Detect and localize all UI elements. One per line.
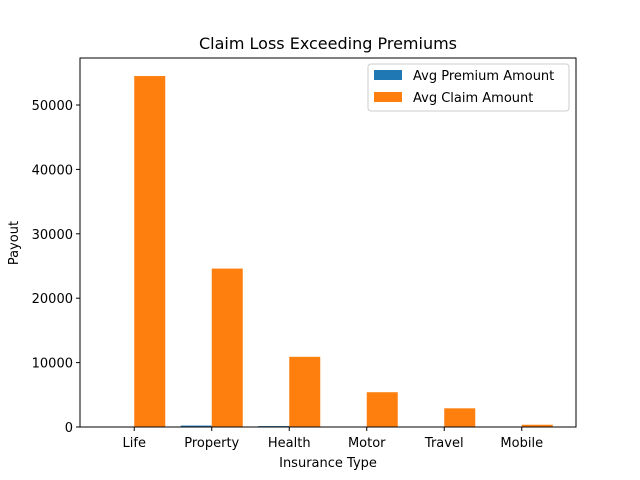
chart-title: Claim Loss Exceeding Premiums <box>199 34 457 53</box>
bar-claim-health <box>289 356 321 427</box>
bar-claim-travel <box>444 408 476 427</box>
plot-frame <box>79 57 577 428</box>
bar-claim-property <box>211 268 243 427</box>
x-tick-label: Health <box>268 436 311 451</box>
x-axis: Life Property Health Motor Travel Mobile <box>123 427 543 451</box>
x-tick-label: Property <box>184 436 239 451</box>
x-tick-label: Travel <box>424 436 464 451</box>
x-tick-label: Motor <box>348 436 386 451</box>
bar-premium-property <box>180 425 212 427</box>
y-tick-label: 0 <box>65 421 73 436</box>
bar-claim-motor <box>366 392 398 427</box>
y-axis-label: Payout <box>7 221 22 265</box>
x-tick-label: Mobile <box>500 436 543 451</box>
x-axis-label: Insurance Type <box>279 456 377 471</box>
y-tick-label: 20000 <box>32 292 73 307</box>
legend-label-premium: Avg Premium Amount <box>413 69 554 84</box>
legend-swatch-claim <box>374 92 402 102</box>
y-axis: 0 10000 20000 30000 40000 50000 <box>32 99 80 436</box>
bars-group <box>103 76 553 428</box>
legend-label-claim: Avg Claim Amount <box>413 91 533 106</box>
legend: Avg Premium Amount Avg Claim Amount <box>367 63 570 112</box>
y-tick-label: 50000 <box>32 99 73 114</box>
y-tick-label: 10000 <box>32 357 73 372</box>
legend-swatch-premium <box>374 70 402 80</box>
y-tick-label: 40000 <box>32 163 73 178</box>
bar-claim-mobile <box>521 424 553 427</box>
legend-frame <box>367 63 570 112</box>
x-tick-label: Life <box>123 436 146 451</box>
bar-claim-life <box>134 76 166 428</box>
y-tick-label: 30000 <box>32 228 73 243</box>
